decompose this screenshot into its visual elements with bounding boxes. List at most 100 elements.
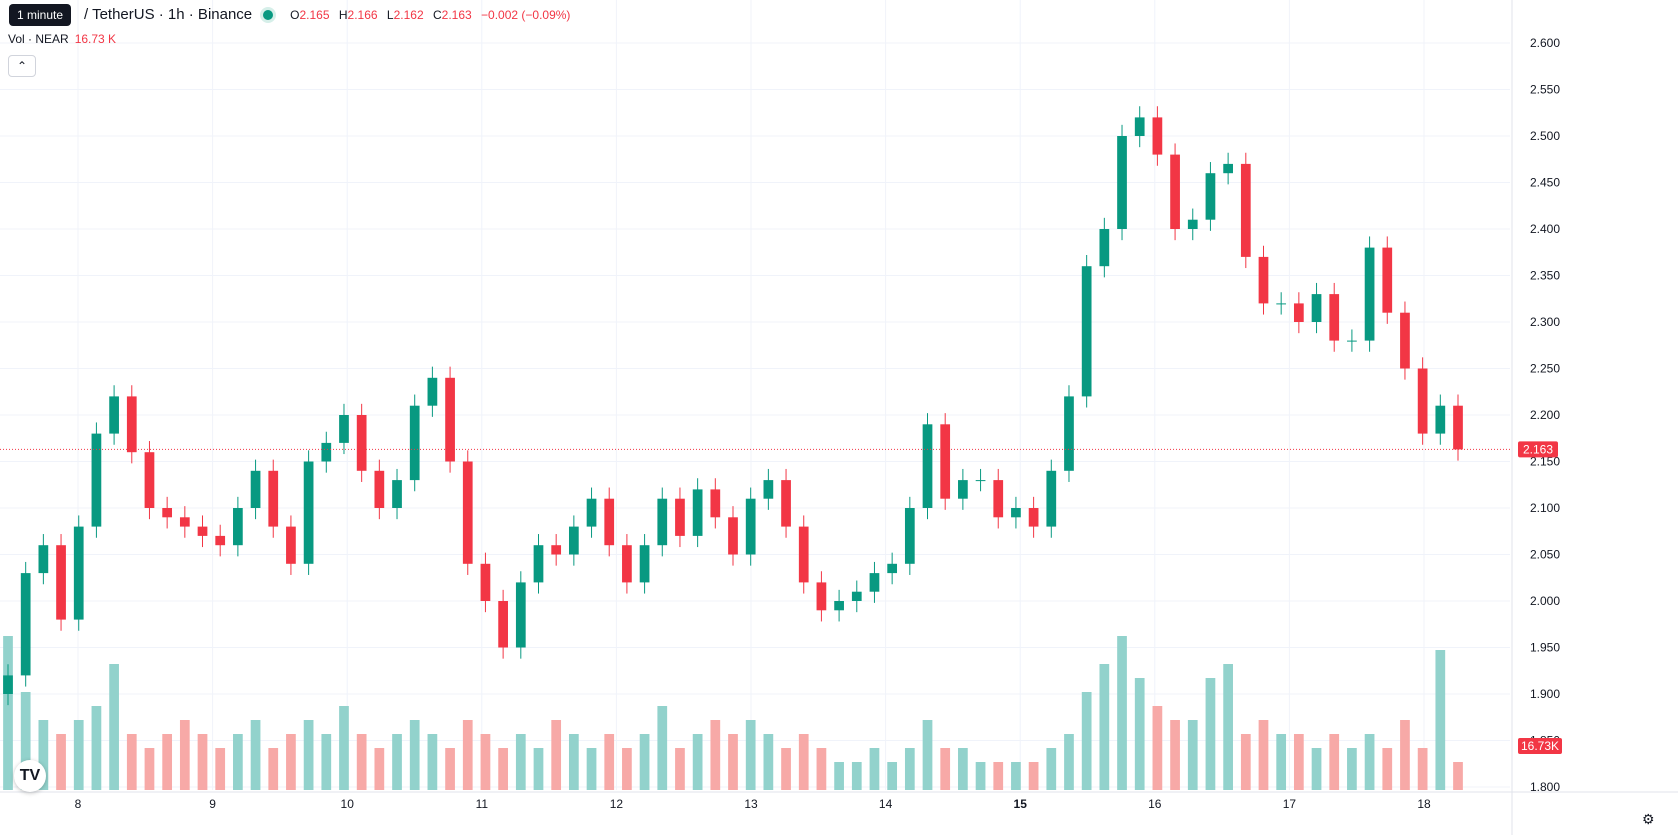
candle-body: [781, 480, 791, 527]
volume-bar: [551, 720, 562, 790]
time-tick-label: 10: [341, 797, 355, 811]
candle-body: [798, 526, 809, 583]
candle-body: [1417, 368, 1428, 434]
candle-body: [710, 489, 721, 518]
candle-body: [604, 498, 615, 546]
candle-body: [215, 535, 226, 546]
volume-bar: [1258, 720, 1269, 790]
volume-bar: [20, 692, 31, 790]
volume-bar: [427, 734, 438, 790]
price-tick-label: 1.950: [1530, 641, 1560, 655]
time-tick-label: 8: [75, 797, 82, 811]
collapse-legend-button[interactable]: ⌃: [8, 55, 36, 77]
candle-body: [20, 573, 31, 676]
candle-body: [109, 396, 119, 434]
candle-body: [1011, 508, 1021, 518]
volume-bar: [568, 734, 579, 790]
volume-bar: [622, 748, 632, 790]
candle-body: [126, 396, 137, 453]
volume-bar: [215, 748, 226, 790]
volume-bar: [480, 734, 491, 790]
volume-bar: [851, 762, 862, 790]
price-tick-label: 2.300: [1530, 315, 1560, 329]
candle-body: [975, 480, 986, 482]
candle-body: [745, 498, 756, 555]
volume-bar: [1152, 706, 1163, 790]
price-tick-label: 2.200: [1530, 408, 1560, 422]
volume-bar: [675, 748, 685, 790]
volume-bar: [179, 720, 190, 790]
volume-bar: [993, 762, 1004, 790]
price-tick-label: 1.900: [1530, 687, 1560, 701]
candle-body: [498, 601, 508, 648]
volume-bar: [639, 734, 650, 790]
volume-bar: [162, 734, 173, 790]
market-status-icon[interactable]: [260, 6, 277, 23]
volume-bar: [91, 706, 102, 790]
close-value: 2.163: [441, 7, 472, 22]
candle-body: [144, 452, 155, 508]
volume-bar: [1329, 734, 1340, 790]
last-price-badge: [1518, 441, 1558, 458]
volume-bar: [728, 734, 738, 790]
volume-bar: [958, 748, 968, 790]
candle-body: [851, 591, 862, 601]
candle-body: [940, 424, 951, 499]
time-tick-label: 14: [879, 797, 893, 811]
volume-bar: [1170, 720, 1180, 790]
candle-body: [763, 480, 774, 499]
volume-bar: [56, 734, 66, 790]
volume-bar: [498, 748, 508, 790]
volume-bar: [339, 706, 349, 790]
volume-bar: [1028, 762, 1039, 790]
price-tick-label: 2.100: [1530, 501, 1560, 515]
volume-bar: [604, 734, 615, 790]
candle-body: [533, 545, 544, 583]
volume-bar: [126, 734, 137, 790]
candle-body: [675, 498, 685, 536]
candle-body: [1382, 247, 1393, 313]
last-price-label: 2.163: [1523, 442, 1553, 456]
volume-bar: [798, 734, 809, 790]
high-value: 2.166: [347, 7, 378, 22]
price-tick-label: 2.050: [1530, 548, 1560, 562]
volume-bar: [38, 720, 49, 790]
candle-body: [1099, 229, 1110, 267]
candle-body: [887, 563, 898, 574]
candle-body: [1435, 405, 1446, 434]
last-volume-badge: [1518, 738, 1562, 754]
volume-bar: [1382, 748, 1393, 790]
candle-body: [1134, 117, 1145, 136]
candle-body: [445, 377, 455, 462]
price-tick-label: 2.250: [1530, 362, 1560, 376]
volume-bar: [233, 734, 243, 790]
volume-bar: [303, 720, 314, 790]
candle-body: [56, 545, 66, 620]
candle-body: [639, 545, 650, 583]
volume-bar: [321, 734, 332, 790]
gear-icon[interactable]: ⚙: [1642, 811, 1655, 827]
candle-body: [73, 526, 84, 620]
volume-bar: [1099, 664, 1110, 790]
volume-bar: [1400, 720, 1410, 790]
symbol-title[interactable]: / TetherUS · 1h · Binance: [84, 6, 253, 23]
volume-bar: [710, 720, 721, 790]
candle-body: [339, 415, 349, 443]
volume-bar: [1011, 762, 1021, 790]
tradingview-icon[interactable]: TV: [14, 760, 46, 792]
candle-body: [515, 582, 526, 648]
candle-body: [179, 517, 190, 527]
volume-bar: [1364, 734, 1375, 790]
candle-body: [286, 526, 296, 564]
volume-bar: [1081, 692, 1092, 790]
candle-body: [568, 526, 579, 555]
volume-bar: [1134, 678, 1145, 790]
time-tick-label: 11: [476, 797, 489, 811]
volume-bar: [1311, 748, 1322, 790]
candle-body: [728, 517, 738, 555]
volume-bar: [356, 734, 367, 790]
candle-body: [904, 508, 915, 564]
candle-body: [321, 442, 332, 462]
volume-bar: [1117, 636, 1127, 790]
